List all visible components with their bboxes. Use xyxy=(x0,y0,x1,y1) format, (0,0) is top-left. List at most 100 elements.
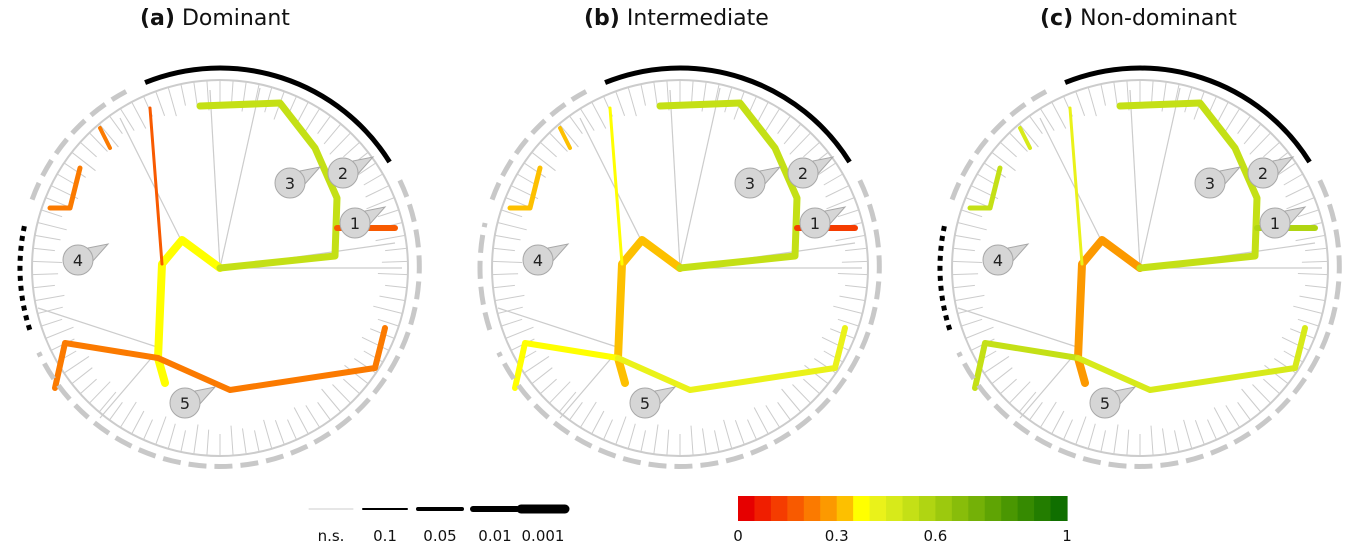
tip-branch xyxy=(98,123,119,148)
clade-marker xyxy=(1247,157,1279,189)
panel-c-name: Non-dominant xyxy=(1080,6,1237,31)
tip-branch xyxy=(385,284,408,289)
tip-branch xyxy=(833,305,863,314)
internal-branch xyxy=(1039,117,1101,239)
tip-branch xyxy=(343,141,361,158)
significant-branch xyxy=(98,126,112,150)
significant-branch xyxy=(1068,106,1084,266)
clade-arc-dotted xyxy=(17,222,33,331)
tip-branch xyxy=(41,209,63,218)
tip-branch xyxy=(1237,115,1251,134)
clade-label: 5 xyxy=(180,394,190,413)
significant-branch xyxy=(52,340,161,391)
tip-branch xyxy=(591,101,607,129)
tip-branch xyxy=(1297,209,1319,218)
clade-label: 3 xyxy=(285,174,295,193)
tip-branch xyxy=(821,336,850,351)
tip-branch xyxy=(531,151,556,172)
tip-branch xyxy=(781,388,802,413)
color-scale-swatch xyxy=(1034,496,1052,521)
tip-branch xyxy=(1207,419,1217,440)
panel-b-tree: 1 2 3 4 5 xyxy=(477,65,882,469)
tip-branch xyxy=(1087,87,1097,117)
tip-branch xyxy=(1087,423,1096,449)
tip-branch xyxy=(497,306,523,314)
tip-branch xyxy=(803,141,821,158)
tip-branch xyxy=(1297,273,1328,276)
tip-branch xyxy=(1009,381,1031,404)
tip-branch xyxy=(494,294,525,302)
tip-branch xyxy=(63,162,86,178)
tip-branch xyxy=(837,209,859,218)
clade-marker xyxy=(1089,387,1121,419)
tip-branch xyxy=(999,378,1017,395)
tip-branch xyxy=(180,430,186,453)
tip-branch xyxy=(603,419,613,440)
tip-branch xyxy=(523,355,550,374)
significant-branch xyxy=(507,165,543,211)
tip-branch xyxy=(523,162,546,178)
significance-label: n.s. xyxy=(318,527,345,545)
tip-branch xyxy=(1223,108,1241,135)
tip-branch xyxy=(539,141,557,158)
significance-label: 0.05 xyxy=(423,527,456,545)
color-scale-swatch xyxy=(935,496,953,521)
color-scale-tick: 0.3 xyxy=(825,527,849,545)
color-scale-tick: 0 xyxy=(733,527,743,545)
tip-branch xyxy=(1100,430,1106,453)
tip-branch xyxy=(1194,420,1205,445)
tip-branch xyxy=(1174,430,1180,453)
clade-label: 2 xyxy=(338,164,348,183)
clade-arc-significant xyxy=(1064,65,1312,164)
tip-branch xyxy=(193,81,198,108)
tip-branch xyxy=(381,260,408,263)
tip-branch xyxy=(954,234,981,241)
tip-branch xyxy=(976,173,997,186)
tip-branch xyxy=(961,209,983,218)
tip-branch xyxy=(155,416,167,445)
clade-arc-dotted xyxy=(937,222,953,331)
tip-branch xyxy=(79,378,97,395)
tip-branch xyxy=(666,429,670,456)
tip-branch xyxy=(131,101,147,129)
tip-branch xyxy=(109,402,123,421)
clade-marker xyxy=(169,387,201,419)
tip-branch xyxy=(119,108,135,131)
tip-branch xyxy=(845,284,868,289)
tip-branch xyxy=(1039,401,1057,428)
clade-label: 1 xyxy=(1270,214,1280,233)
color-scale-swatch xyxy=(1001,496,1019,521)
panel-c-tree: 1 2 3 4 5 xyxy=(937,65,1342,469)
clade-marker xyxy=(799,207,831,239)
significant-branch xyxy=(656,99,801,272)
tip-branch xyxy=(344,364,369,385)
color-scale-swatch xyxy=(984,496,1002,521)
tip-branch xyxy=(549,381,571,404)
tip-branch xyxy=(653,424,659,455)
clade-marker xyxy=(787,157,819,189)
clade-arc-significant xyxy=(144,65,392,164)
tip-branch xyxy=(45,326,74,339)
tip-branch xyxy=(321,388,342,413)
tip-branch xyxy=(1285,185,1310,198)
clade-arc-dashed xyxy=(36,179,422,469)
significance-label: 0.001 xyxy=(522,527,565,545)
tip-branch xyxy=(230,425,234,456)
clade-label: 4 xyxy=(73,251,83,270)
color-scale-swatch xyxy=(787,496,805,521)
tip-branch xyxy=(1263,141,1281,158)
tip-branch xyxy=(1281,336,1310,351)
tip-branch xyxy=(825,185,850,198)
tip-branch xyxy=(591,410,605,435)
tip-branch xyxy=(983,162,1006,178)
panel-a-letter: (a) xyxy=(140,6,175,31)
tip-branch xyxy=(119,401,137,428)
tip-branch xyxy=(317,115,331,134)
tip-branch xyxy=(954,294,985,302)
tip-branch xyxy=(63,355,90,374)
color-scale-swatch xyxy=(1017,496,1035,521)
color-scale-swatch xyxy=(886,496,904,521)
tip-branch xyxy=(1297,318,1319,327)
tip-branch xyxy=(1126,429,1130,456)
significant-branch xyxy=(608,106,624,266)
